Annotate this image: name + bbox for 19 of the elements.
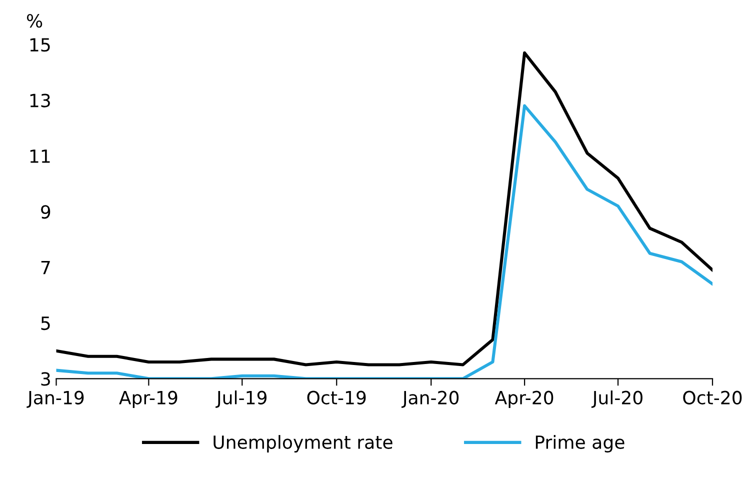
x-tick-label: Jan-19 — [26, 390, 84, 408]
x-tick-label: Oct-20 — [683, 390, 742, 404]
x-tick-label: Jul-19 — [216, 390, 267, 408]
x-tick-label: Oct-19 — [307, 390, 366, 404]
y-tick-label: 3 — [41, 372, 50, 386]
y-tick-label: 11 — [30, 150, 50, 163]
line-series — [56, 51, 712, 366]
y-tick-label: 5 — [41, 316, 50, 330]
y-tick-label: 13 — [30, 94, 50, 108]
y-tick-label: 15 — [30, 38, 50, 52]
y-tick-label: 9 — [41, 205, 50, 219]
x-tick-label: Apr-19 — [119, 390, 178, 408]
legend-label: Unemployment rate — [214, 435, 392, 452]
y-tick-label: 7 — [41, 260, 50, 274]
legend-label: Prime age — [536, 435, 624, 452]
y-axis-title: % — [26, 14, 42, 28]
x-tick-label: Apr-20 — [494, 390, 554, 408]
x-tick-label: Jul-20 — [591, 390, 642, 408]
x-tick-label: Jan-20 — [402, 390, 459, 408]
